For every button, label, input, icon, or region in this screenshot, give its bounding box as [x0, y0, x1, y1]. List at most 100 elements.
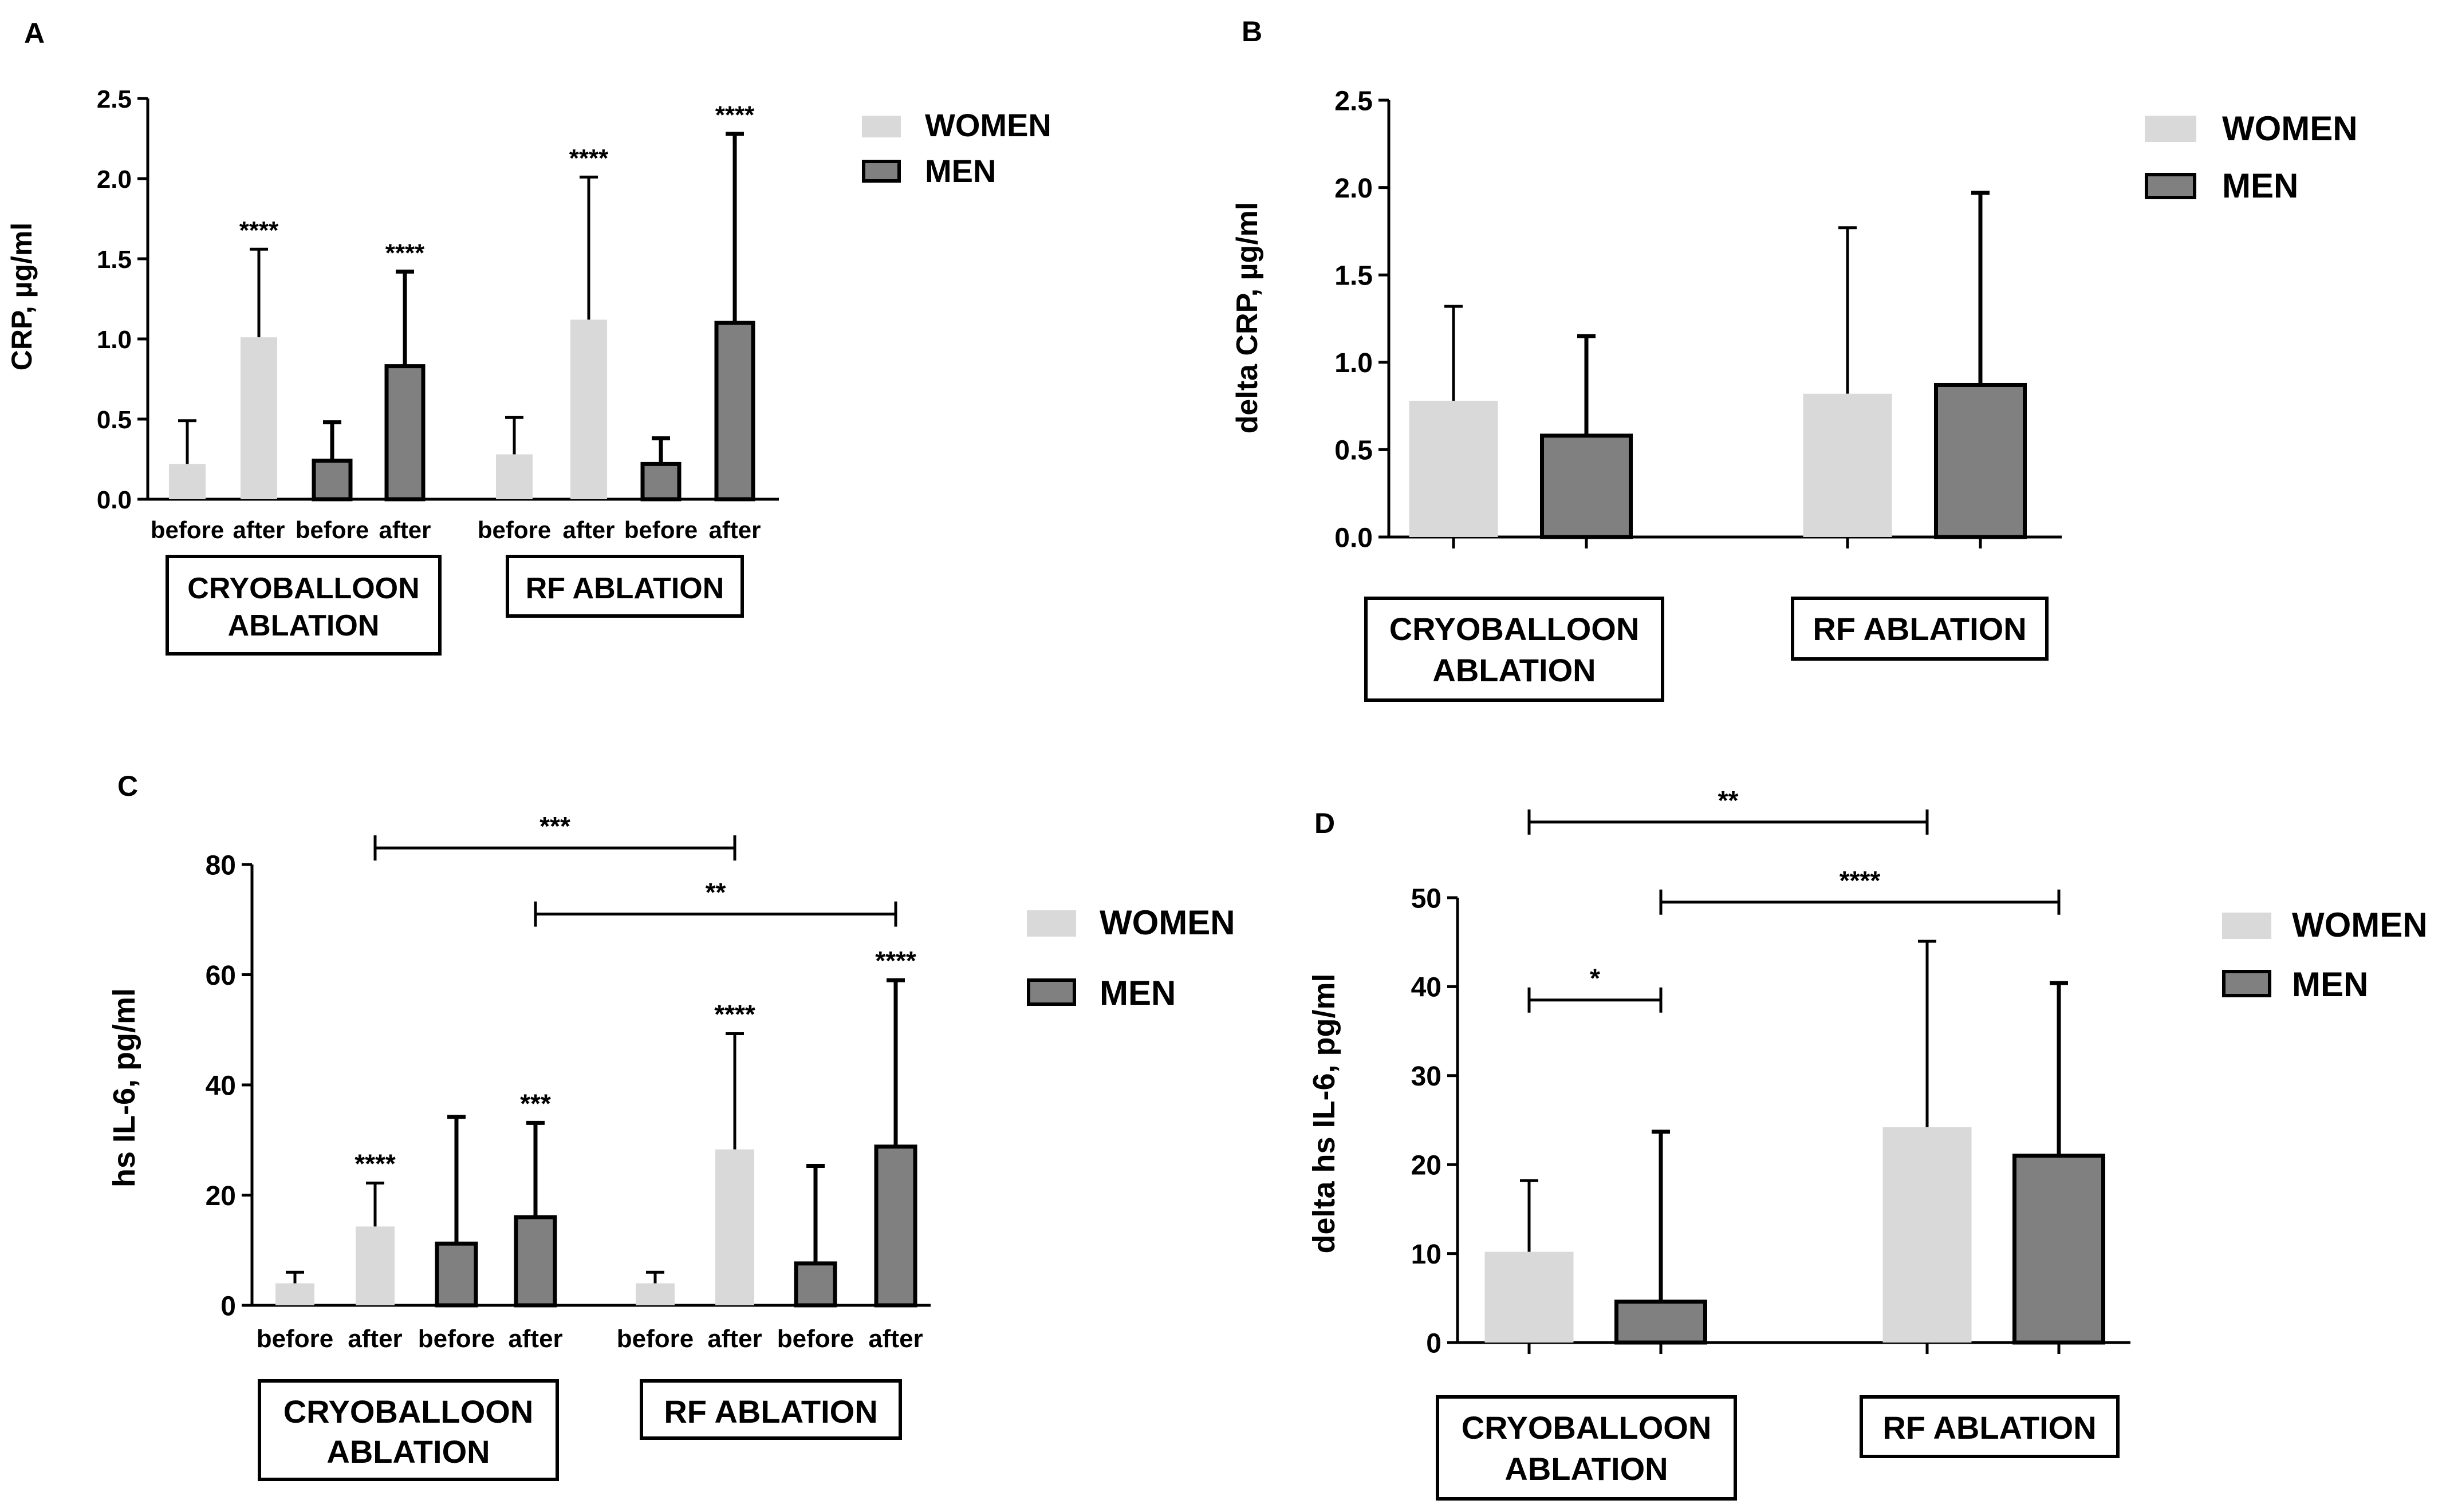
bar-women-delta: [1803, 393, 1892, 537]
bar-men-after: [384, 364, 426, 502]
panel-c-legend: WOMEN MEN: [1027, 903, 1235, 1012]
panel-c-plot: 0 20 40 60 80 before after **** before after *** be…: [206, 811, 931, 1353]
legend-women-swatch: [862, 116, 901, 137]
panel-d-group-label-cryo-line1: CRYOBALLOON: [1462, 1410, 1712, 1446]
panel-c-group-box-rf: [640, 1379, 902, 1440]
bar-women-before: [169, 464, 206, 499]
bar-men-delta: [1934, 382, 2027, 539]
significance-label: ***: [520, 1088, 551, 1118]
legend-men-swatch: [862, 160, 901, 183]
y-tick-label: 1.5: [97, 246, 132, 274]
y-tick-label: 40: [1411, 973, 1441, 1003]
panel-b-ylabel: delta CRP, µg/ml: [1231, 202, 1264, 434]
y-tick-label: 1.5: [1334, 260, 1373, 291]
panel-d-group-label-rf: RF ABLATION: [1882, 1410, 2096, 1446]
x-tick-label: after: [508, 1325, 562, 1353]
bar-women-delta: [1484, 1252, 1574, 1343]
legend-women-swatch: [2145, 116, 2196, 142]
panel-c-group-box-cryo: [258, 1379, 559, 1481]
legend-women-swatch: [1027, 910, 1076, 937]
x-tick-label: before: [257, 1325, 333, 1353]
y-tick-label: 1.0: [97, 326, 132, 354]
y-tick-label: 2.5: [1334, 86, 1373, 116]
panel-c-group-label-rf: RF ABLATION: [664, 1393, 877, 1430]
panel-a-group-label-rf: RF ABLATION: [526, 572, 724, 605]
x-tick-label: before: [296, 516, 369, 543]
y-tick-label: 0: [220, 1291, 236, 1321]
bar-men-after: [514, 1215, 557, 1308]
bar-women-delta: [1882, 1127, 1972, 1343]
bracket-label: ***: [539, 811, 570, 841]
y-tick-label: 20: [206, 1181, 236, 1211]
panel-c-ylabel: hs IL-6, pg/ml: [107, 988, 141, 1187]
panel-a-group-box-rf: [506, 555, 744, 618]
bar-women-after: [241, 337, 277, 499]
legend-men-label: MEN: [925, 153, 996, 189]
panel-a-group-box-cryo: [166, 555, 442, 656]
significance-label: ****: [714, 999, 755, 1029]
x-tick-label: before: [624, 516, 698, 543]
panel-a-group-label-cryo-line2: ABLATION: [228, 609, 380, 642]
panel-d-ylabel: delta hs IL-6, pg/ml: [1307, 973, 1341, 1253]
x-tick-label: after: [708, 516, 761, 543]
y-tick-label: 80: [206, 850, 236, 881]
y-tick-label: 60: [206, 961, 236, 991]
x-tick-label: before: [617, 1325, 694, 1353]
panel-c-group-label-cryo-line1: CRYOBALLOON: [283, 1393, 534, 1430]
legend-men-swatch: [1027, 978, 1076, 1006]
bar-men-delta: [2012, 1154, 2105, 1345]
significance-label: ****: [239, 216, 279, 244]
bar-women-before: [496, 454, 533, 499]
legend-women-label: WOMEN: [1100, 903, 1235, 942]
bar-women-before: [636, 1283, 675, 1305]
legend-women-label: WOMEN: [925, 107, 1051, 143]
panel-d-group-box-rf: [1860, 1395, 2120, 1458]
legend-men-label: MEN: [2292, 965, 2368, 1004]
bar-women-before: [275, 1283, 314, 1305]
y-tick-label: 0.5: [1334, 436, 1373, 466]
panel-b: B delta CRP, µg/ml 0.0 0.5 1.0 1.5 2.0 2.5 CR…: [1231, 15, 2358, 702]
legend-men-swatch: [2222, 970, 2271, 997]
y-tick-label: 2.5: [97, 85, 132, 113]
significance-label: ****: [715, 101, 755, 129]
panel-c-letter: C: [117, 770, 138, 802]
bar-men-delta: [1614, 1300, 1707, 1345]
significance-label: ****: [385, 239, 425, 267]
y-tick-label: 1.0: [1334, 348, 1373, 378]
bar-men-delta: [1540, 433, 1633, 539]
panel-d-legend: WOMEN MEN: [2222, 906, 2428, 1004]
y-tick-label: 2.0: [97, 165, 132, 194]
bar-men-after: [714, 321, 755, 502]
y-tick-label: 20: [1411, 1150, 1441, 1181]
y-tick-label: 0.0: [97, 486, 132, 514]
panel-a-ylabel: CRP, µg/ml: [6, 223, 38, 371]
panel-b-legend: WOMEN MEN: [2145, 109, 2358, 205]
x-tick-label: after: [868, 1325, 923, 1353]
bar-men-before: [640, 461, 682, 502]
panel-c: C hs IL-6, pg/ml 0 20 40 60 80 before after ***…: [107, 770, 1235, 1481]
panel-a: A CRP, µg/ml 0.0 0.5 1.0 1.5 2.0 2.5 before aft…: [6, 17, 1051, 656]
bar-women-after: [570, 319, 607, 499]
x-tick-label: before: [777, 1325, 854, 1353]
x-tick-label: after: [233, 516, 285, 543]
bar-men-before: [435, 1241, 478, 1308]
y-tick-label: 0: [1426, 1328, 1441, 1359]
panel-b-plot: 0.0 0.5 1.0 1.5 2.0 2.5: [1334, 86, 2062, 553]
significance-label: ****: [875, 946, 916, 976]
y-tick-label: 40: [206, 1071, 236, 1101]
panel-c-group-label-cryo-line2: ABLATION: [326, 1434, 490, 1470]
bar-women-delta: [1409, 400, 1498, 537]
panel-b-group-label-cryo-line2: ABLATION: [1432, 652, 1596, 688]
legend-men-swatch: [2145, 173, 2196, 199]
panel-b-group-box-cryo: [1364, 597, 1664, 702]
significance-label: ****: [569, 144, 609, 172]
x-tick-label: before: [478, 516, 551, 543]
x-tick-label: before: [151, 516, 224, 543]
bar-men-before: [794, 1261, 837, 1308]
legend-men-label: MEN: [2222, 167, 2298, 205]
y-tick-label: 2.0: [1334, 173, 1373, 204]
legend-women-label: WOMEN: [2292, 906, 2428, 944]
bracket-label: **: [1718, 785, 1739, 815]
bar-women-after: [356, 1226, 395, 1305]
